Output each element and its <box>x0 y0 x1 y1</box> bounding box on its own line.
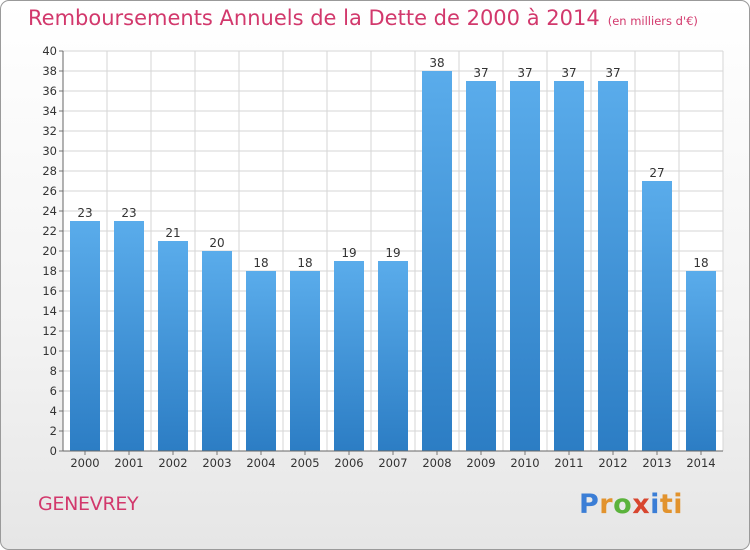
data-label: 23 <box>77 206 92 220</box>
y-tick-label: 0 <box>50 444 57 458</box>
x-tick-label: 2007 <box>378 456 407 470</box>
x-tick-label: 2006 <box>334 456 363 470</box>
unit-label: (en milliers d'€) <box>607 14 698 28</box>
data-label: 37 <box>605 66 620 80</box>
logo-letter: ti <box>659 489 684 520</box>
y-tick-label: 28 <box>42 164 57 178</box>
bar <box>334 261 364 451</box>
bar <box>70 221 100 451</box>
x-tick-label: 2010 <box>510 456 539 470</box>
y-tick-label: 38 <box>42 64 57 78</box>
data-label: 18 <box>297 256 312 270</box>
bar <box>510 81 540 451</box>
y-tick-label: 6 <box>50 384 57 398</box>
logo-letter: i <box>650 489 660 520</box>
chart-title: Remboursements Annuels de la Dette de 20… <box>28 6 698 30</box>
x-tick-label: 2009 <box>466 456 495 470</box>
y-tick-label: 36 <box>42 84 57 98</box>
logo-letter: o <box>613 489 633 520</box>
bar <box>290 271 320 451</box>
bar <box>554 81 584 451</box>
x-tick-label: 2005 <box>290 456 319 470</box>
bar <box>378 261 408 451</box>
x-tick-label: 2004 <box>246 456 275 470</box>
bar <box>466 81 496 451</box>
title-text: Remboursements Annuels de la Dette de 20… <box>28 6 600 30</box>
x-tick-label: 2014 <box>686 456 715 470</box>
y-tick-label: 18 <box>42 264 57 278</box>
data-label: 37 <box>517 66 532 80</box>
y-tick-label: 14 <box>42 304 57 318</box>
y-tick-label: 32 <box>42 124 57 138</box>
x-tick-label: 2012 <box>598 456 627 470</box>
x-tick-label: 2001 <box>114 456 143 470</box>
y-tick-label: 34 <box>42 104 57 118</box>
y-tick-label: 12 <box>42 324 57 338</box>
data-label: 19 <box>385 246 400 260</box>
y-tick-label: 20 <box>42 244 57 258</box>
data-label: 21 <box>165 226 180 240</box>
proxiti-logo[interactable]: Proxiti <box>579 489 683 520</box>
logo-letter: r <box>599 489 614 520</box>
logo-letter: P <box>579 489 600 520</box>
bar <box>422 71 452 451</box>
x-tick-label: 2000 <box>70 456 99 470</box>
bar <box>598 81 628 451</box>
data-label: 20 <box>209 236 224 250</box>
data-label: 37 <box>473 66 488 80</box>
y-tick-label: 8 <box>50 364 57 378</box>
y-tick-label: 4 <box>50 404 57 418</box>
bar <box>114 221 144 451</box>
data-label: 38 <box>429 56 444 70</box>
bar <box>202 251 232 451</box>
logo-letter: x <box>632 489 651 520</box>
data-label: 18 <box>253 256 268 270</box>
bar <box>158 241 188 451</box>
y-tick-label: 26 <box>42 184 57 198</box>
bar <box>642 181 672 451</box>
y-tick-label: 2 <box>50 424 57 438</box>
y-tick-label: 16 <box>42 284 57 298</box>
data-label: 27 <box>649 166 664 180</box>
x-tick-label: 2011 <box>554 456 583 470</box>
x-tick-label: 2003 <box>202 456 231 470</box>
y-tick-label: 22 <box>42 224 57 238</box>
x-tick-label: 2013 <box>642 456 671 470</box>
data-label: 37 <box>561 66 576 80</box>
bar <box>246 271 276 451</box>
bar <box>686 271 716 451</box>
y-tick-label: 30 <box>42 144 57 158</box>
data-label: 18 <box>693 256 708 270</box>
y-tick-label: 10 <box>42 344 57 358</box>
y-tick-label: 40 <box>42 44 57 58</box>
data-label: 19 <box>341 246 356 260</box>
x-tick-label: 2002 <box>158 456 187 470</box>
commune-name: GENEVREY <box>38 493 139 515</box>
x-tick-label: 2008 <box>422 456 451 470</box>
y-tick-label: 24 <box>42 204 57 218</box>
data-label: 23 <box>121 206 136 220</box>
